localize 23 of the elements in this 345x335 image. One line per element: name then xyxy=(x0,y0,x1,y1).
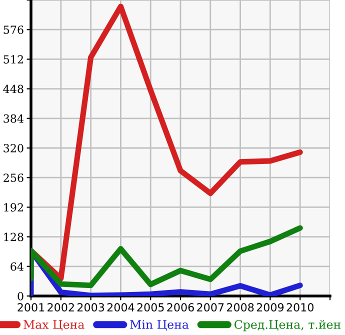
x-tick-label: 2007 xyxy=(197,303,224,312)
y-tick-label: 0 xyxy=(18,292,24,300)
x-tick-label: 2009 xyxy=(256,303,284,312)
y-tick-label: 128 xyxy=(4,232,24,242)
x-tick-label: 2005 xyxy=(137,303,164,312)
y-tick-label: 320 xyxy=(4,144,24,152)
y-tick-label: 256 xyxy=(4,174,24,182)
x-tick-label: 2003 xyxy=(77,303,104,312)
y-tick-label: 64 xyxy=(10,262,24,271)
x-tick-label: 2008 xyxy=(226,303,254,312)
y-tick-label: 576 xyxy=(4,26,24,34)
y-tick-label: 384 xyxy=(4,114,24,123)
legend-label: Min Цена xyxy=(130,320,189,331)
x-tick-label: 2010 xyxy=(286,303,314,312)
legend-label: Max Цена xyxy=(24,320,84,331)
x-tick-label: 2006 xyxy=(167,303,194,312)
y-tick-label: 448 xyxy=(3,84,24,94)
legend-label: Сред.Цена, т.йен xyxy=(234,320,341,332)
y-tick-label: 512 xyxy=(4,55,23,64)
x-tick-label: 2001 xyxy=(18,303,44,312)
y-tick-label: 192 xyxy=(4,203,23,212)
x-tick-label: 2002 xyxy=(48,303,74,312)
x-tick-label: 2004 xyxy=(107,303,134,312)
